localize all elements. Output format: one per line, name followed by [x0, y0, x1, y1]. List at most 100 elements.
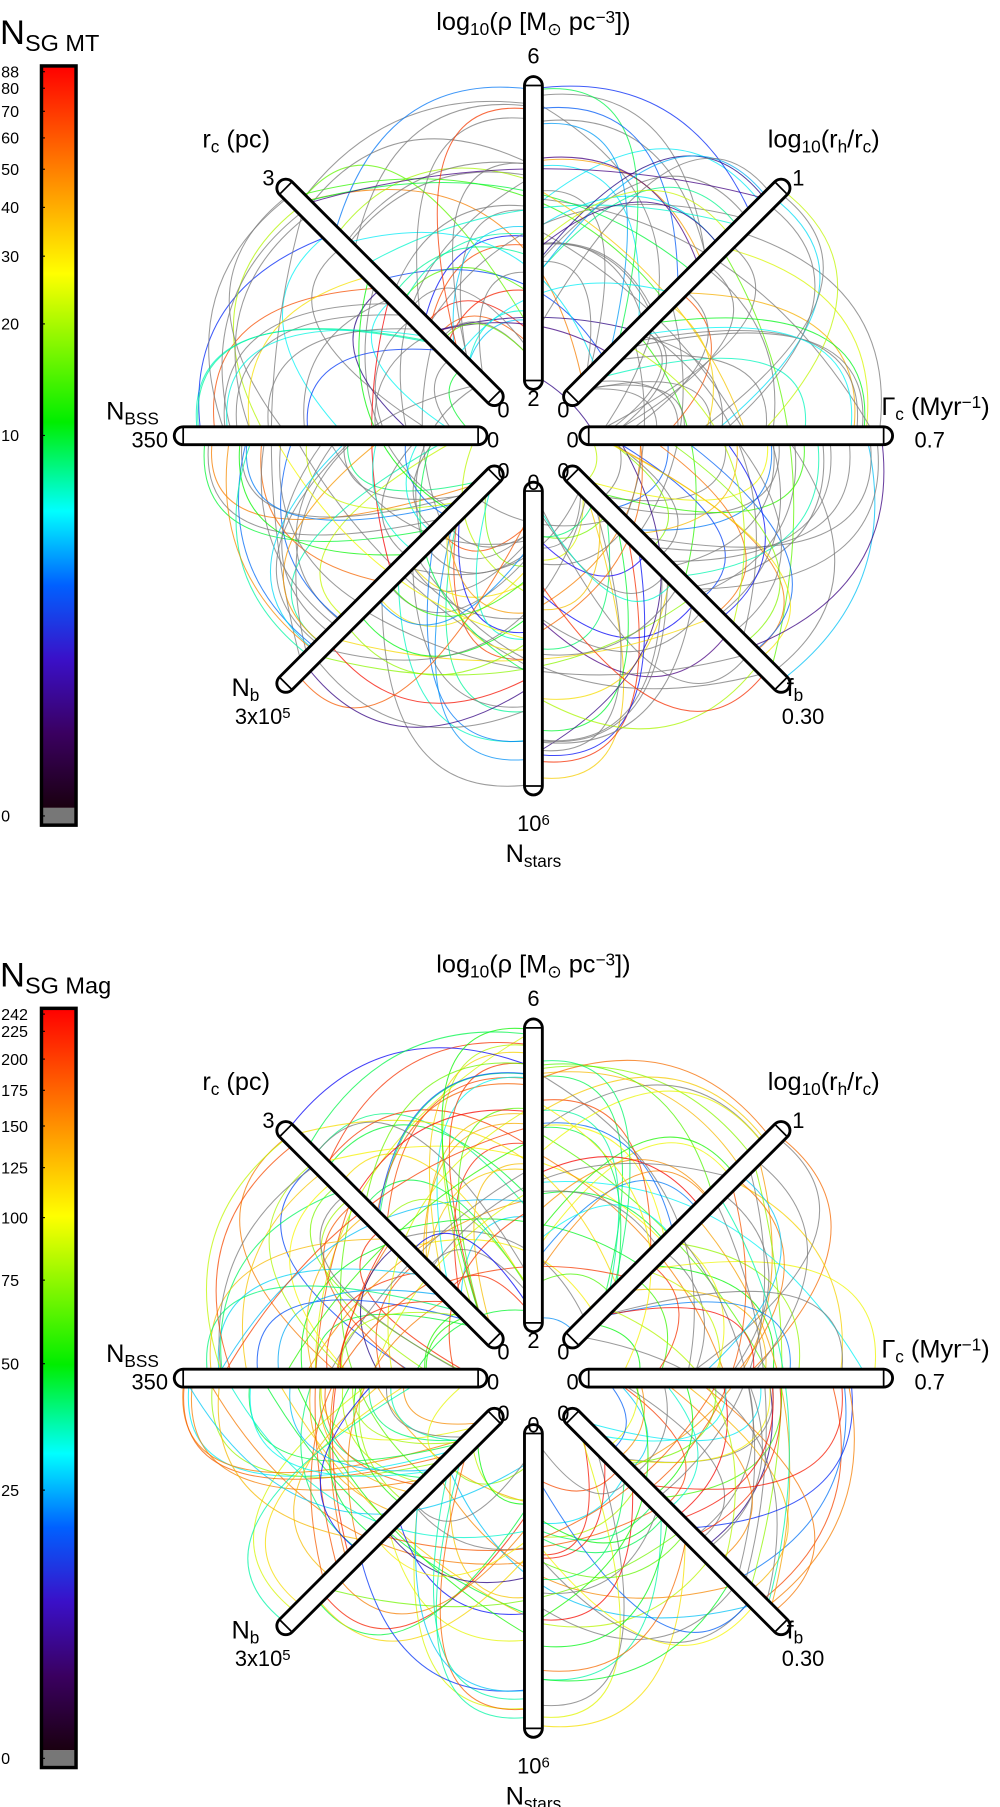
link [533, 1156, 703, 1210]
axis-end-label: 106 [517, 811, 550, 836]
link [311, 245, 439, 437]
text-part: log [768, 1068, 802, 1096]
link [445, 510, 534, 713]
link [235, 314, 414, 436]
link [532, 1436, 632, 1495]
link [665, 435, 775, 569]
subscript: c [211, 1079, 220, 1099]
link [191, 1378, 435, 1491]
link [763, 1378, 855, 1610]
text-part: ) [981, 1335, 989, 1363]
subscript: BSS [124, 408, 158, 428]
link [445, 289, 534, 349]
link [424, 544, 534, 574]
colorbar-tick-label: 20 [1, 316, 19, 334]
link [669, 1241, 801, 1379]
link [319, 1192, 474, 1379]
axis-tick [566, 1332, 579, 1346]
link [533, 539, 646, 756]
link [743, 1134, 832, 1379]
link [674, 435, 820, 578]
text-part: N [0, 956, 25, 994]
link [533, 1181, 868, 1379]
link [533, 148, 764, 209]
colorbar-tick-label: 70 [1, 103, 19, 121]
axis-label: log10(ρ [M⊙ pc−3]) [436, 7, 630, 39]
link [604, 1306, 736, 1569]
text-part: f [787, 674, 795, 702]
link [643, 435, 851, 552]
link [415, 383, 482, 546]
colorbar [41, 65, 77, 808]
link [779, 435, 876, 683]
link [385, 1378, 476, 1438]
colorbar-tick-label: 10 [1, 427, 19, 445]
link [533, 242, 645, 326]
axis-tick [566, 1410, 579, 1424]
subscript: SG MT [25, 30, 99, 56]
link [533, 1529, 686, 1728]
axis-end-label: 0 [497, 1340, 509, 1365]
link [446, 1274, 534, 1318]
link [434, 514, 534, 761]
link [533, 1059, 773, 1140]
link [323, 1201, 418, 1379]
link [735, 1378, 847, 1581]
link [533, 119, 708, 263]
link [426, 534, 534, 742]
axis-end-label: 0.7 [915, 427, 945, 452]
link [314, 595, 695, 676]
link [533, 155, 768, 268]
axis-tick [774, 1124, 788, 1137]
axis-end-label: 0 [566, 427, 578, 452]
link [721, 246, 869, 436]
link [247, 274, 374, 436]
colorbar-tick-label: 225 [1, 1023, 28, 1041]
link [435, 1447, 534, 1719]
text-part: /r [847, 1068, 863, 1096]
link [352, 1378, 471, 1445]
link [588, 241, 757, 437]
axis-end-label: 3x105 [235, 704, 291, 729]
link [658, 435, 832, 562]
link [533, 1555, 712, 1628]
link [245, 435, 470, 521]
link [533, 1469, 626, 1581]
link [619, 332, 864, 436]
link [241, 435, 480, 518]
link [533, 1538, 758, 1646]
link [601, 435, 780, 515]
link [683, 1378, 853, 1529]
subscript: stars [524, 851, 561, 871]
link [533, 1576, 733, 1682]
link [360, 1243, 400, 1379]
link [328, 1377, 375, 1538]
link [692, 191, 824, 437]
link [594, 1307, 755, 1379]
link [533, 1513, 670, 1648]
axis-label: Nb [231, 674, 259, 705]
link [719, 1191, 770, 1379]
link [387, 573, 534, 617]
colorbar-tick-label: 40 [1, 199, 19, 217]
link [693, 435, 797, 597]
link [586, 380, 679, 436]
link [423, 235, 534, 327]
link [533, 1531, 688, 1672]
link [347, 1295, 452, 1552]
link [241, 1169, 326, 1379]
link [533, 1582, 739, 1640]
text-part: f [787, 1617, 795, 1645]
link [425, 1248, 534, 1301]
link [183, 1378, 460, 1480]
link [331, 1235, 392, 1562]
link [588, 357, 807, 436]
link [532, 498, 677, 602]
link [300, 1240, 397, 1379]
axis-tick [774, 1619, 788, 1633]
link [275, 435, 357, 648]
superscript: −3 [595, 7, 615, 27]
link [533, 1425, 590, 1556]
link [295, 383, 482, 661]
axis-label: log10(ρ [M⊙ pc−3]) [436, 950, 630, 982]
